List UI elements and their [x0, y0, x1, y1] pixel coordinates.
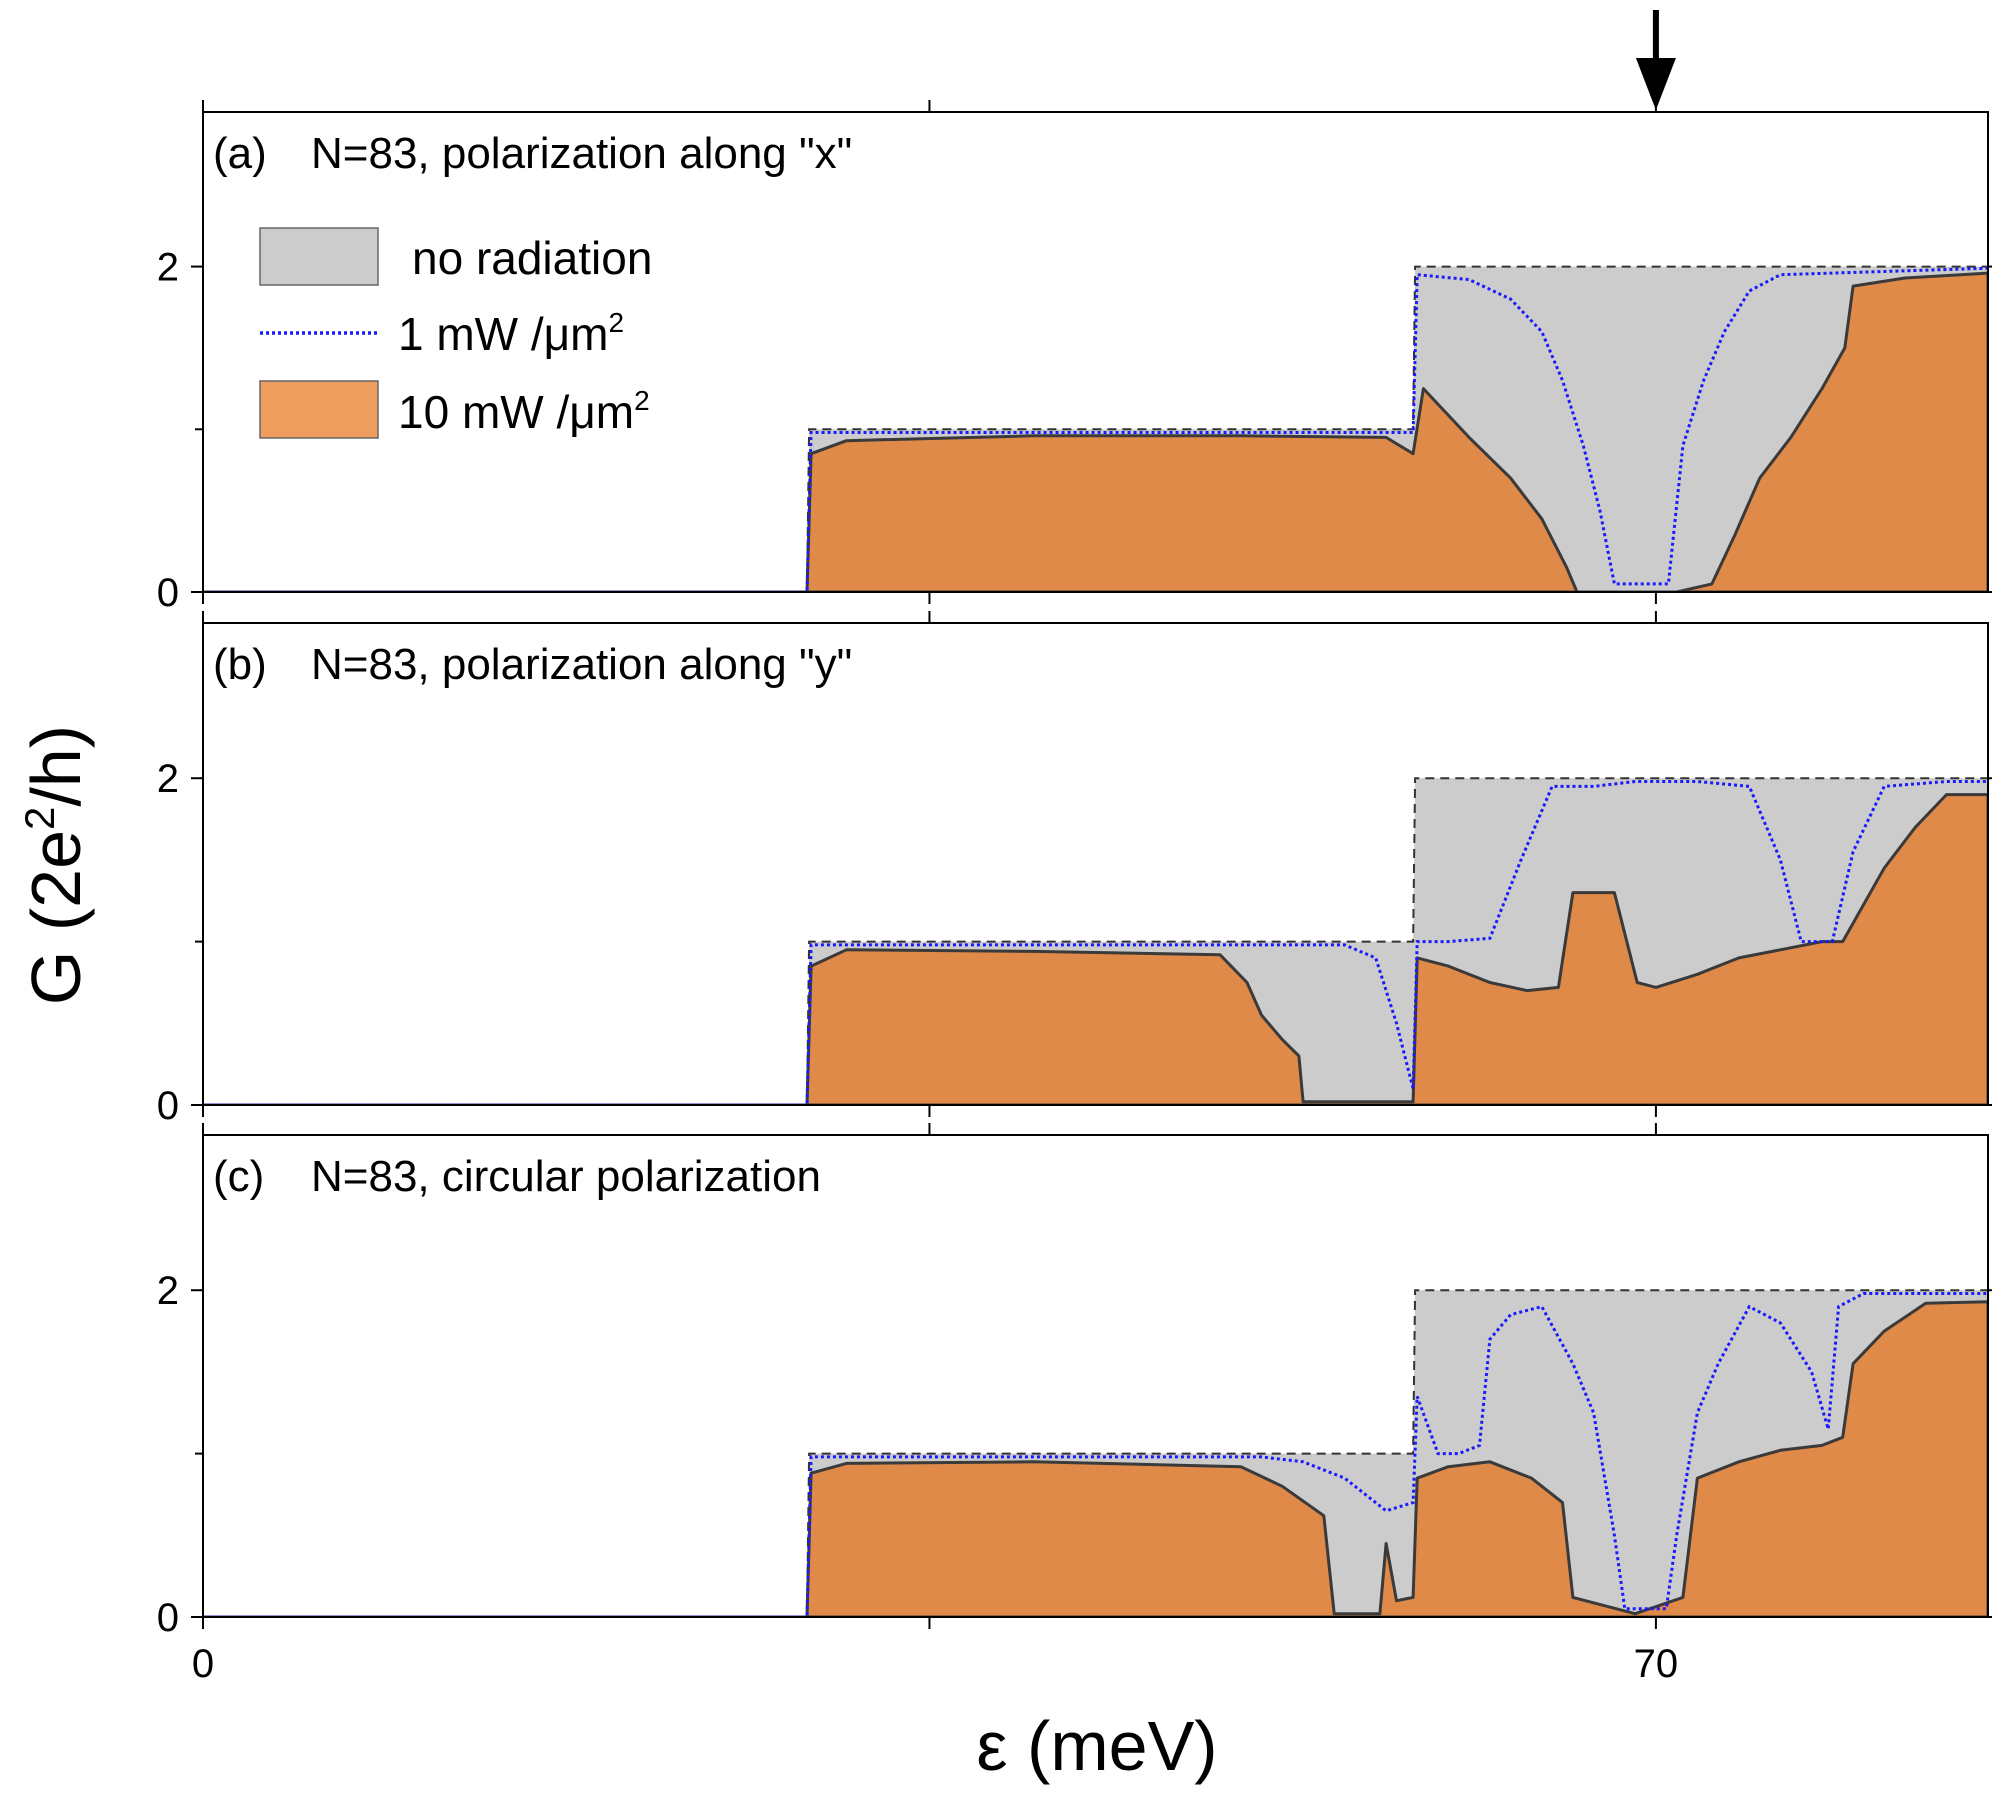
panel-a: 0 2 (a) N=83, polarization along "x" [157, 100, 1992, 615]
legend-label-1mw: 1 mW /μm2 [398, 307, 624, 360]
plot-area [203, 777, 1988, 1105]
panel-label: (b) [213, 640, 267, 689]
panel-title: N=83, circular polarization [311, 1152, 821, 1201]
panel-title: N=83, polarization along "y" [311, 640, 852, 689]
y-axis-title: G (2e2/h) [16, 725, 95, 1005]
y-tick-label: 2 [157, 757, 179, 801]
legend-swatch-10mw [259, 380, 379, 439]
series-area-10mw [203, 793, 1988, 1105]
legend-label-10mw: 10 mW /μm2 [398, 385, 650, 438]
y-tick-label: 0 [157, 571, 179, 615]
legend: no radiation 1 mW /μm2 10 mW /μm2 [259, 227, 652, 439]
y-tick-label: 0 [157, 1596, 179, 1640]
plot-area [203, 1289, 1988, 1617]
panel-label: (c) [213, 1152, 264, 1201]
y-tick-label: 0 [157, 1084, 179, 1128]
y-tick-label: 2 [157, 246, 179, 290]
plot-frame [202, 111, 1989, 593]
plot-frame [202, 1134, 1989, 1618]
marker-arrow [1635, 10, 1676, 110]
panel-c: 0 2 (c) N=83, circular polarization 0 70 [157, 1123, 1992, 1686]
series-line-no-radiation [203, 777, 1988, 1105]
series-line-1mw [203, 1292, 1988, 1617]
x-tick-label: 70 [1634, 1642, 1679, 1686]
series-line-no-radiation [203, 265, 1988, 592]
x-axis-title: ε (meV) [976, 1707, 1217, 1785]
series-line-1mw [203, 780, 1988, 1105]
y-tick-label: 2 [157, 1269, 179, 1313]
plot-frame [202, 622, 1989, 1106]
series-area-10mw [203, 1300, 1988, 1617]
panel-b: 0 2 (b) N=83, polarization along "y" [157, 611, 1992, 1128]
legend-label-no-radiation: no radiation [412, 232, 652, 284]
series-line-no-radiation [203, 1289, 1988, 1617]
panel-title: N=83, polarization along "x" [311, 129, 852, 178]
panel-label: (a) [213, 129, 267, 178]
x-tick-label: 0 [192, 1642, 214, 1686]
plot-area [203, 265, 1988, 592]
legend-swatch-no-radiation [259, 227, 379, 286]
series-area-10mw [203, 271, 1988, 592]
